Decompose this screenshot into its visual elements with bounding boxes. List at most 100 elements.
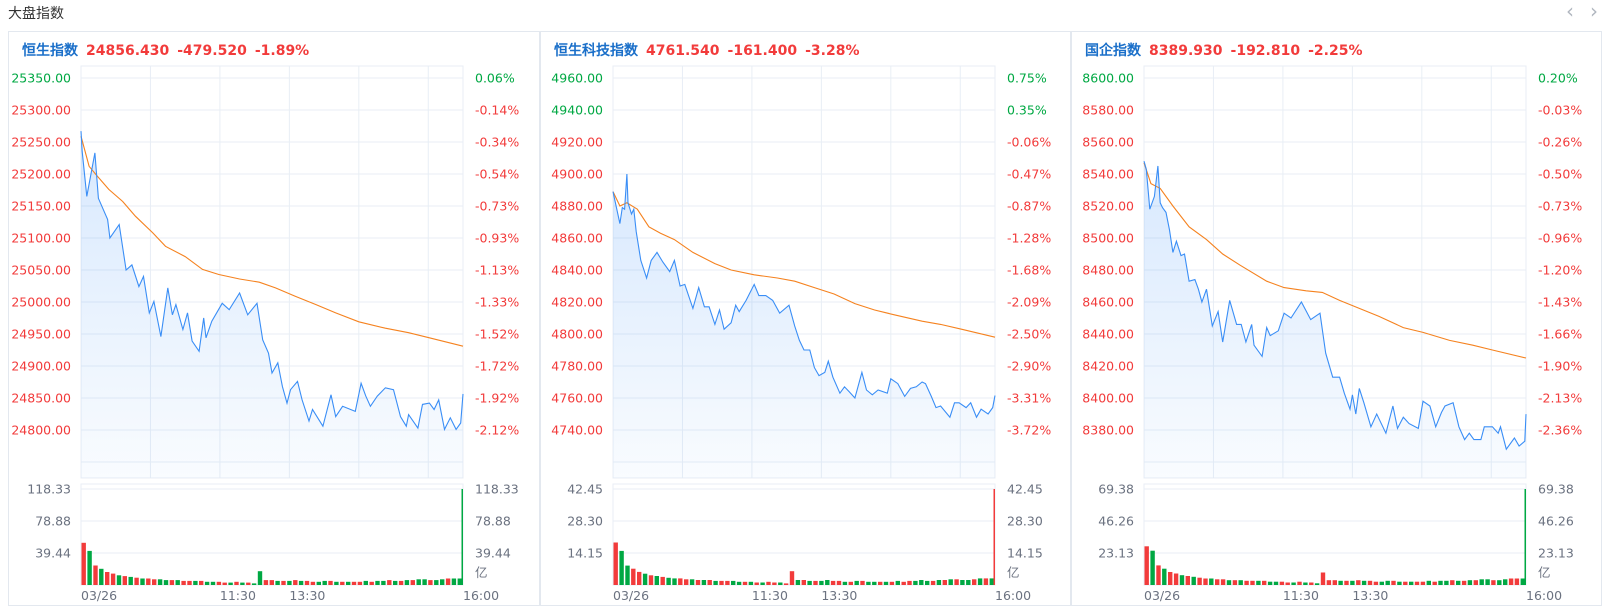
volume-bar [1524, 489, 1526, 585]
pct-tick-label: -0.93% [475, 231, 519, 246]
volume-bar [1203, 578, 1208, 585]
pct-tick-label: -1.13% [475, 263, 519, 278]
index-header: 恒生科技指数 4761.540 -161.400 -3.28% [554, 40, 867, 60]
volume-bar [199, 580, 204, 585]
index-name: 恒生指数 [22, 43, 78, 59]
volume-bar [1332, 580, 1337, 585]
volume-bar [842, 581, 848, 585]
volume-bar [1250, 580, 1255, 585]
volume-bar [187, 580, 192, 585]
volume-bar [246, 582, 251, 585]
volume-bar [854, 580, 859, 585]
volume-bar [637, 571, 642, 585]
time-tick-label: 13:30 [289, 588, 325, 603]
volume-bar [275, 580, 280, 585]
volume-bar [334, 581, 339, 585]
volume-bar [778, 582, 783, 585]
volume-bar [346, 581, 351, 585]
volume-bar [872, 581, 877, 585]
volume-tick-label: 14.15 [1007, 546, 1043, 561]
volume-bar [813, 580, 818, 585]
y-tick-label: 8520.00 [1082, 199, 1134, 214]
page-title: 大盘指数 [8, 6, 64, 22]
y-tick-label: 4740.00 [551, 423, 603, 438]
volume-bar [807, 580, 812, 585]
volume-bar [660, 576, 665, 585]
volume-bar [1356, 580, 1361, 585]
volume-bar [1397, 581, 1402, 585]
volume-bar [1456, 580, 1461, 585]
volume-bar [1220, 579, 1226, 585]
volume-bar [1262, 580, 1267, 585]
volume-bar [642, 573, 648, 585]
volume-bar [648, 575, 654, 585]
volume-bar [216, 581, 222, 585]
index-panel-hsi[interactable]: 恒生指数 24856.430 -479.520 -1.89% 25350.00 0.06… [8, 31, 540, 606]
chevron-right-icon[interactable]: › [1590, 0, 1598, 23]
volume-tick-label: 23.13 [1538, 546, 1574, 561]
volume-bar [193, 580, 198, 585]
time-tick-label: 03/26 [1144, 588, 1180, 603]
volume-tick-label: 42.45 [1007, 482, 1043, 497]
volume-bar [1267, 581, 1273, 585]
volume-bar [942, 580, 947, 585]
volume-bar [1497, 580, 1502, 585]
volume-bar [866, 581, 871, 585]
index-panel-hstech[interactable]: 恒生科技指数 4761.540 -161.400 -3.28% 4960.00 0.75… [540, 31, 1071, 606]
volume-bar [701, 580, 707, 585]
pct-tick-label: -1.90% [1538, 359, 1582, 374]
volume-bar [742, 581, 748, 585]
volume-bar [293, 580, 298, 585]
y-tick-label: 8540.00 [1082, 167, 1134, 182]
volume-bar [1379, 581, 1384, 585]
volume-bar [1414, 581, 1420, 585]
time-tick-label: 13:30 [821, 588, 857, 603]
volume-bar [1191, 576, 1196, 585]
price-area [1144, 161, 1526, 478]
volume-bar [1297, 581, 1302, 585]
pct-tick-label: -2.50% [1007, 327, 1051, 342]
y-tick-label: 25350.00 [11, 71, 71, 86]
volume-bar [1244, 580, 1249, 585]
volume-bar [883, 581, 889, 585]
volume-bar [428, 580, 433, 585]
time-tick-label: 11:30 [1283, 588, 1319, 603]
pct-tick-label: -1.68% [1007, 263, 1051, 278]
volume-bar [1238, 580, 1243, 585]
chevron-left-icon[interactable]: ‹ [1566, 0, 1574, 23]
volume-bar [440, 579, 445, 585]
volume-bar [1162, 568, 1167, 585]
volume-unit-label: 亿 [1538, 565, 1551, 580]
price-line [612, 173, 996, 419]
volume-bar [919, 580, 924, 585]
volume-bar [654, 576, 659, 585]
volume-bar [1209, 578, 1214, 585]
index-change-pct: -2.25% [1308, 43, 1363, 59]
volume-bar [87, 550, 92, 585]
volume-bar [1367, 580, 1373, 585]
volume-unit-label: 亿 [1007, 565, 1020, 580]
y-tick-label: 8460.00 [1082, 295, 1134, 310]
volume-bar [134, 577, 139, 585]
time-tick-label: 16:00 [995, 588, 1031, 603]
volume-bar [1314, 583, 1320, 585]
volume-bar [1279, 581, 1285, 585]
y-tick-label: 4860.00 [551, 231, 603, 246]
volume-bar [889, 581, 895, 585]
volume-bar [263, 580, 269, 585]
pct-tick-label: 0.35% [1007, 103, 1047, 118]
time-tick-label: 16:00 [1526, 588, 1562, 603]
volume-bar [795, 580, 801, 585]
volume-bar [713, 580, 718, 585]
volume-bar [1232, 580, 1238, 585]
index-panel-hscei[interactable]: 国企指数 8389.930 -192.810 -2.25% 8600.00 0.20% 8… [1071, 31, 1602, 606]
volume-unit-label: 亿 [475, 565, 488, 580]
pct-tick-label: -2.09% [1007, 295, 1051, 310]
volume-bar [1226, 580, 1232, 585]
volume-bar [1503, 579, 1508, 585]
volume-bar [398, 580, 404, 585]
volume-tick-label: 118.33 [27, 482, 71, 497]
volume-bar [1420, 581, 1426, 585]
volume-bar [972, 579, 977, 585]
volume-bar [1373, 581, 1379, 585]
